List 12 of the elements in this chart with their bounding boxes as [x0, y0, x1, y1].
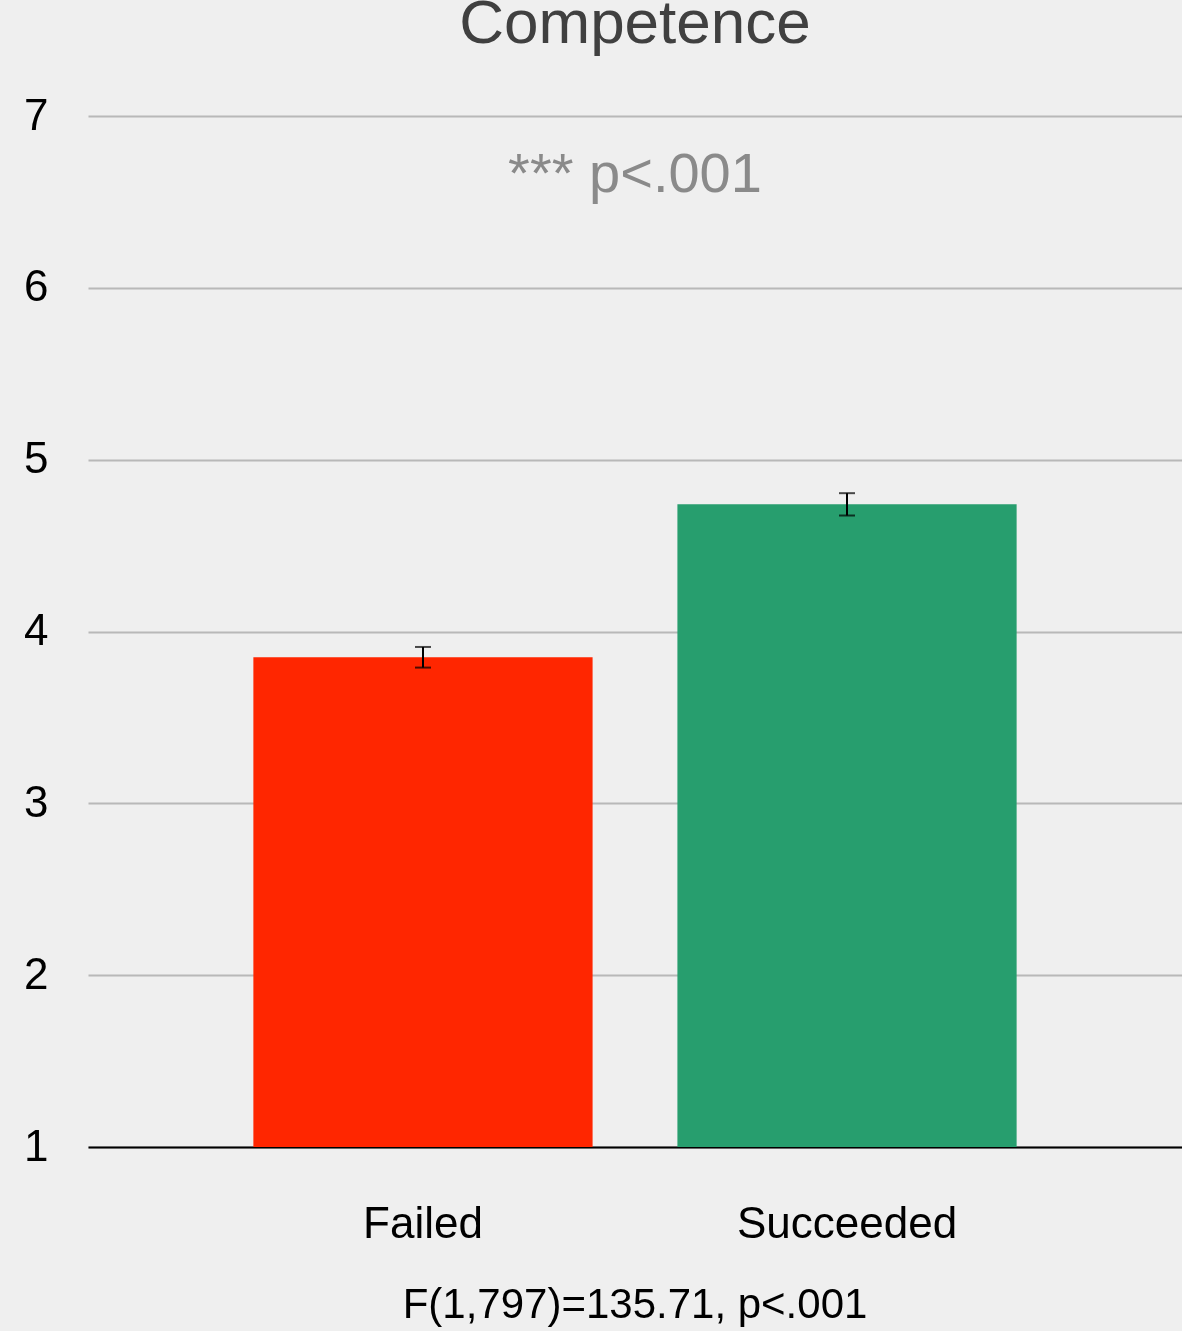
text: F(1,797)=135.71, p<.001: [402, 1280, 868, 1327]
y-tick-label: 6: [24, 261, 49, 311]
chart-title: Competence: [459, 0, 811, 56]
y-tick-label: 1: [24, 1120, 49, 1170]
y-tick-label: 5: [24, 433, 49, 483]
y-tick-label: 3: [24, 776, 49, 826]
x-tick-label: Failed: [363, 1197, 483, 1247]
annotation: *** p<.001: [508, 141, 762, 204]
x-tick-label: Succeeded: [736, 1197, 958, 1247]
y-tick-label: 2: [24, 948, 49, 998]
y-tick-label: 7: [24, 89, 49, 139]
y-tick-label: 4: [24, 605, 49, 654]
